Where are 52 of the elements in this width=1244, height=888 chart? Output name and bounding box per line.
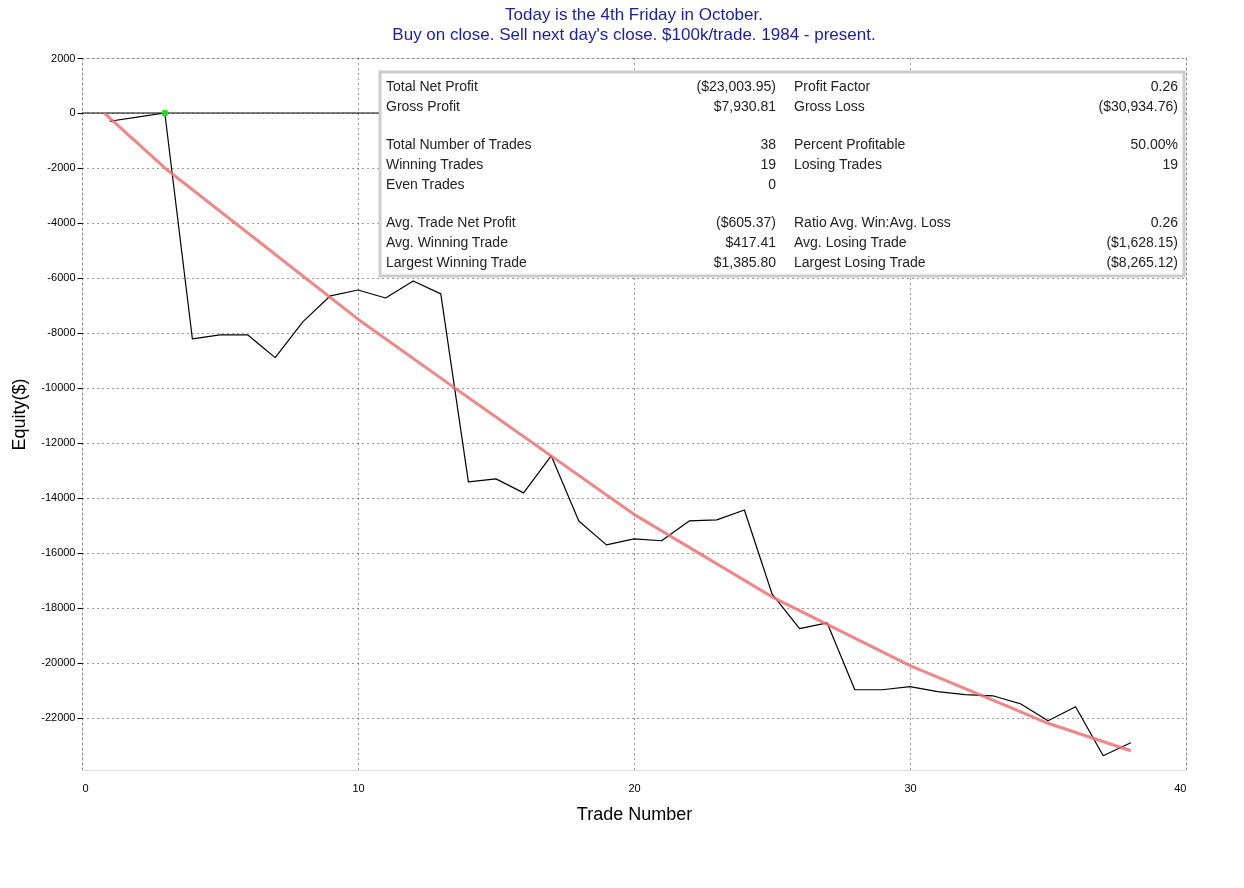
y-tick-label: -4000 [47, 216, 76, 229]
annotation: Avg. Losing Trade [794, 234, 907, 250]
annotation: Total Net Profit [386, 78, 478, 94]
y-tick-label: -6000 [47, 271, 76, 284]
y-tick-label: 2000 [51, 51, 76, 64]
annotation: 0.26 [1150, 214, 1179, 230]
annotation: Percent Profitable [794, 136, 906, 152]
y-tick-label: -14000 [41, 491, 76, 504]
y-tick-label: -12000 [41, 436, 76, 449]
y-tick-label: -16000 [41, 546, 76, 559]
annotation: Winning Trades [386, 156, 484, 172]
y-tick-label: -20000 [41, 656, 76, 669]
annotation: Even Trades [386, 176, 465, 192]
annotation: Avg. Winning Trade [386, 234, 509, 250]
chart-title: Today is the 4th Friday in October. [505, 5, 763, 24]
annotation: Profit Factor [794, 78, 871, 94]
annotation: 0.26 [1150, 78, 1179, 94]
x-tick-label: 40 [1174, 781, 1187, 794]
annotation: ($23,003.95) [696, 78, 776, 94]
y-tick-label: -8000 [47, 326, 76, 339]
annotation: 0 [768, 176, 777, 192]
annotation: Gross Loss [794, 98, 865, 114]
x-axis-title: Trade Number [576, 803, 693, 824]
annotation: 38 [760, 136, 777, 152]
y-tick-label: -2000 [47, 161, 76, 174]
annotation: 19 [1162, 156, 1179, 172]
y-axis-title: Equity($) [9, 378, 30, 451]
annotation: ($8,265.12) [1106, 254, 1178, 270]
annotation: 19 [760, 156, 777, 172]
y-tick-label: -22000 [41, 711, 76, 724]
annotation: ($1,628.15) [1106, 234, 1178, 250]
annotation: Largest Winning Trade [386, 254, 528, 270]
annotation: Avg. Trade Net Profit [386, 214, 516, 230]
x-tick-label: 20 [628, 781, 641, 794]
annotation: $417.41 [725, 234, 777, 250]
chart-subtitle: Buy on close. Sell next day's close. $100k/trade. 1984 - present. [392, 25, 876, 44]
y-tick-label: 0 [69, 106, 76, 119]
annotation: 50.00% [1130, 136, 1178, 152]
x-tick-label: 10 [352, 781, 365, 794]
x-tick-label: 0 [82, 781, 89, 794]
x-tick-label: 30 [904, 781, 917, 794]
annotation: Losing Trades [794, 156, 882, 172]
annotation: Largest Losing Trade [794, 254, 926, 270]
annotation: ($605.37) [716, 214, 776, 230]
annotation: Total Number of Trades [386, 136, 532, 152]
annotation: Gross Profit [386, 98, 461, 114]
annotation: $1,385.80 [713, 254, 777, 270]
y-tick-label: -10000 [41, 381, 76, 394]
annotation: $7,930.81 [713, 98, 777, 114]
annotation: ($30,934.76) [1098, 98, 1178, 114]
y-tick-label: -18000 [41, 601, 76, 614]
annotation: Ratio Avg. Win:Avg. Loss [794, 214, 951, 230]
